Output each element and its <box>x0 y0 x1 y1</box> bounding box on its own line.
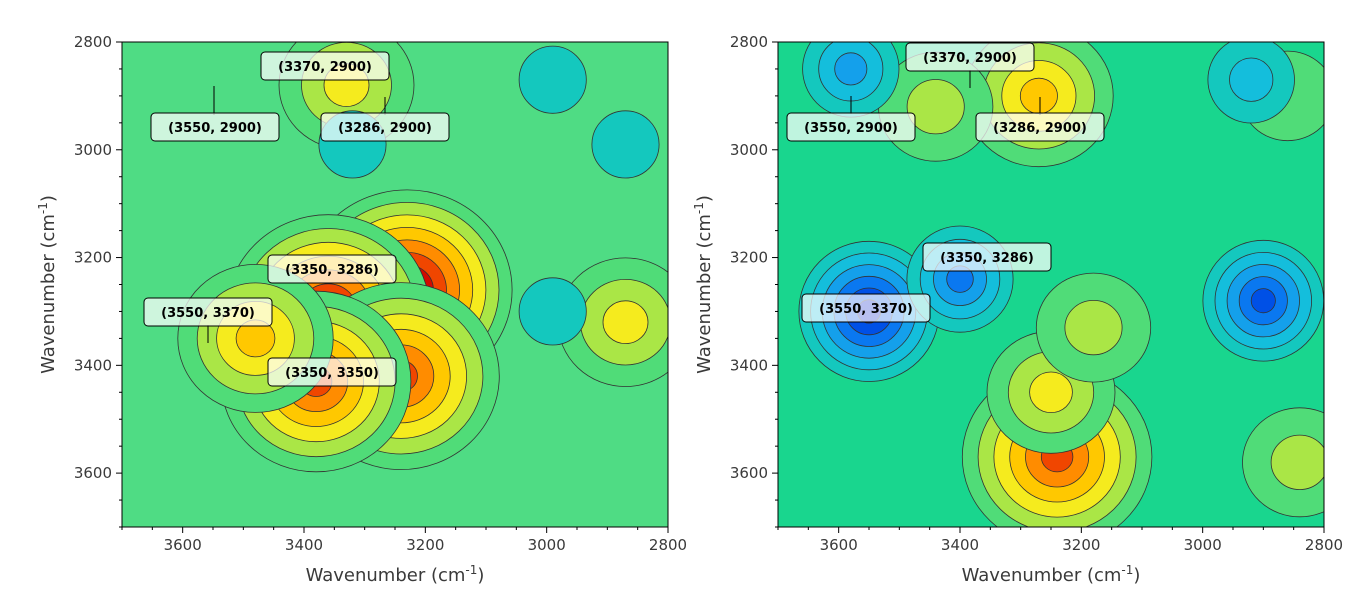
x-tick-label: 3600 <box>164 536 202 554</box>
x-tick-label: 3200 <box>1062 536 1100 554</box>
annotation-box <box>267 357 397 387</box>
annotation-box <box>786 112 916 142</box>
x-tick-label: 2800 <box>649 536 687 554</box>
y-axis-label: Wavenumber (cm-1) <box>692 195 715 374</box>
contour-level-7-2 <box>1029 371 1073 413</box>
contour-level-9-0 <box>591 110 660 179</box>
annotation-box <box>975 112 1105 142</box>
contour-level-6-2 <box>602 300 649 345</box>
annotation-label: (3550, 3370) <box>819 302 913 317</box>
annotation-box <box>801 293 931 323</box>
annotation-label: (3350, 3350) <box>285 366 379 381</box>
annotation-label: (3350, 3286) <box>940 251 1034 266</box>
contour-level-8-1 <box>1064 299 1123 356</box>
annotation-label: (3550, 2900) <box>168 121 262 136</box>
contour-level-5-4 <box>1250 288 1276 314</box>
x-axis-label: Wavenumber (cm-1) <box>306 563 485 586</box>
annotation-label: (3550, 2900) <box>804 121 898 136</box>
contour-level-9-1 <box>1270 434 1324 490</box>
annotation-label: (3350, 3286) <box>285 263 379 278</box>
y-tick-label: 3200 <box>730 249 768 267</box>
annotation-label: (3370, 2900) <box>923 51 1017 66</box>
annotation-label: (3286, 2900) <box>993 121 1087 136</box>
annotation-box <box>905 42 1035 72</box>
annotation-label: (3550, 3370) <box>161 306 255 321</box>
annotation-box <box>922 242 1052 272</box>
contour-fill-group <box>177 42 668 473</box>
left-contour-panel: 3600 3400 3200 3000 2800 2800 3000 3200 3400 3600… <box>36 33 687 586</box>
x-tick-label: 3400 <box>285 536 323 554</box>
y-tick-label: 3400 <box>74 356 112 374</box>
y-axis-label: Wavenumber (cm-1) <box>36 195 59 374</box>
contour-level-1-1 <box>906 79 965 135</box>
y-tick-label: 2800 <box>74 33 112 51</box>
annotation-box <box>267 254 397 284</box>
x-axis-label: Wavenumber (cm-1) <box>962 563 1141 586</box>
y-tick-label: 3200 <box>74 249 112 267</box>
y-tick-label: 3000 <box>730 141 768 159</box>
y-tick-label: 3600 <box>730 464 768 482</box>
contour-level-0-3 <box>1019 77 1058 114</box>
y-tick-label: 3600 <box>74 464 112 482</box>
annotation-box <box>320 112 450 142</box>
right-contour-panel: 3600 3400 3200 3000 2800 2800 3000 3200 3400 3600… <box>692 33 1343 586</box>
contour-level-11-1 <box>1229 57 1274 102</box>
x-tick-label: 3000 <box>528 536 566 554</box>
x-tick-label: 3200 <box>406 536 444 554</box>
x-tick-label: 3000 <box>1184 536 1222 554</box>
contour-level-2-2 <box>834 52 868 86</box>
annotation-box <box>150 112 280 142</box>
annotation-box <box>260 51 390 81</box>
annotation-label: (3286, 2900) <box>338 121 432 136</box>
contour-level-10-0 <box>518 45 587 114</box>
y-tick-label: 3400 <box>730 356 768 374</box>
x-tick-label: 2800 <box>1305 536 1343 554</box>
y-tick-label: 3000 <box>74 141 112 159</box>
x-tick-label: 3400 <box>941 536 979 554</box>
annotation-label: (3370, 2900) <box>278 60 372 75</box>
contour-level-7-0 <box>518 277 587 346</box>
x-tick-label: 3600 <box>820 536 858 554</box>
annotation-box <box>143 297 273 327</box>
y-tick-label: 2800 <box>730 33 768 51</box>
